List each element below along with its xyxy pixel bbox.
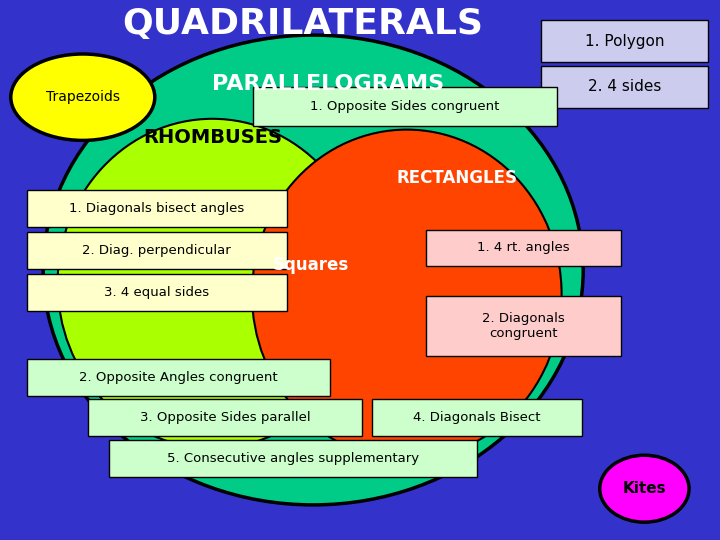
FancyBboxPatch shape (372, 399, 582, 436)
FancyBboxPatch shape (426, 230, 621, 266)
FancyBboxPatch shape (541, 20, 708, 62)
Text: Squares: Squares (273, 255, 349, 274)
FancyBboxPatch shape (27, 232, 287, 269)
Text: 3. 4 equal sides: 3. 4 equal sides (104, 286, 210, 299)
Text: 3. Opposite Sides parallel: 3. Opposite Sides parallel (140, 411, 310, 424)
FancyBboxPatch shape (27, 190, 287, 227)
FancyBboxPatch shape (88, 399, 362, 436)
Text: Kites: Kites (623, 481, 666, 496)
Text: Trapezoids: Trapezoids (46, 90, 120, 104)
Text: 2. Diagonals
congruent: 2. Diagonals congruent (482, 313, 565, 340)
Text: 2. Diag. perpendicular: 2. Diag. perpendicular (82, 244, 231, 257)
FancyBboxPatch shape (27, 359, 330, 396)
FancyBboxPatch shape (253, 87, 557, 126)
Ellipse shape (43, 35, 583, 505)
Text: 1. Opposite Sides congruent: 1. Opposite Sides congruent (310, 100, 500, 113)
Ellipse shape (252, 130, 562, 459)
Text: 2. 4 sides: 2. 4 sides (588, 79, 661, 94)
Circle shape (600, 455, 689, 522)
Text: PARALLELOGRAMS: PARALLELOGRAMS (212, 73, 444, 94)
FancyBboxPatch shape (27, 274, 287, 310)
Text: 4. Diagonals Bisect: 4. Diagonals Bisect (413, 411, 541, 424)
Text: QUADRILATERALS: QUADRILATERALS (122, 8, 483, 41)
FancyBboxPatch shape (109, 440, 477, 477)
FancyBboxPatch shape (541, 66, 708, 108)
Text: 2. Opposite Angles congruent: 2. Opposite Angles congruent (79, 371, 277, 384)
Text: 5. Consecutive angles supplementary: 5. Consecutive angles supplementary (167, 452, 420, 465)
Text: 1. Polygon: 1. Polygon (585, 33, 665, 49)
Text: RHOMBUSES: RHOMBUSES (143, 128, 282, 147)
Text: 1. Diagonals bisect angles: 1. Diagonals bisect angles (69, 202, 244, 215)
Ellipse shape (11, 54, 155, 140)
Text: 1. 4 rt. angles: 1. 4 rt. angles (477, 241, 570, 254)
Ellipse shape (58, 119, 367, 448)
FancyBboxPatch shape (426, 296, 621, 356)
Text: RECTANGLES: RECTANGLES (397, 169, 518, 187)
